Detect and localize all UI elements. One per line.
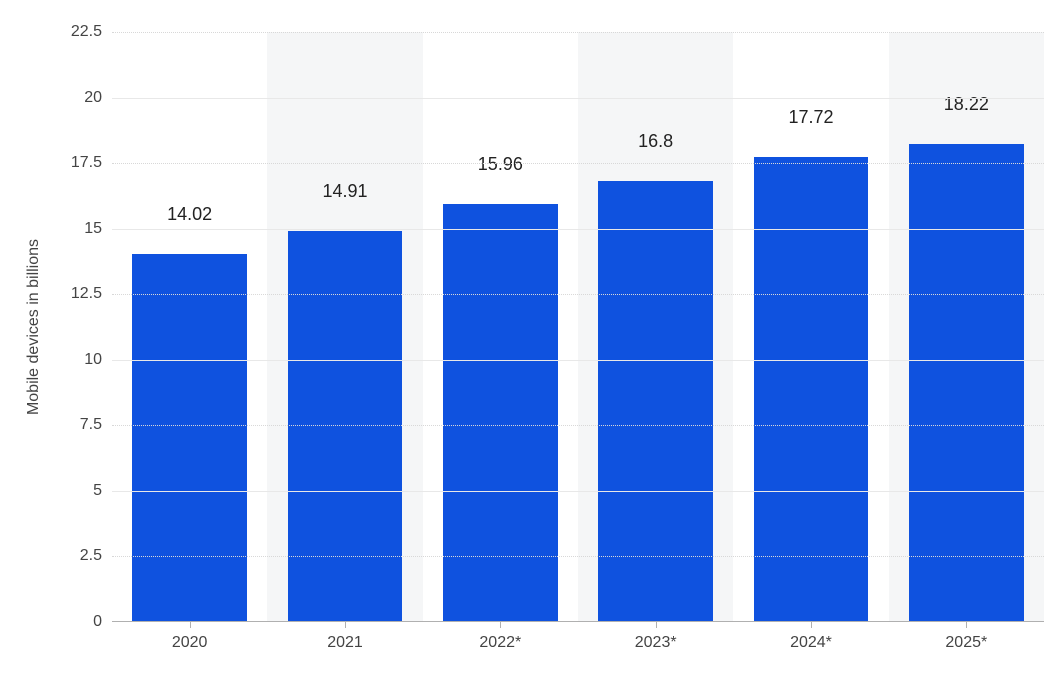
y-tick-label: 20 (84, 89, 102, 107)
grid-line (112, 229, 1044, 230)
bar-value-label: 14.02 (112, 204, 267, 229)
bar (132, 254, 247, 622)
x-tick-mark (345, 622, 346, 628)
bar-value-label: 16.8 (578, 131, 733, 156)
bar-value-label: 14.91 (267, 181, 422, 206)
y-tick-label: 10 (84, 351, 102, 369)
x-tick-mark (656, 622, 657, 628)
bar-slot: 17.722024* (733, 32, 888, 622)
bar (754, 157, 869, 622)
x-tick-mark (190, 622, 191, 628)
y-tick-label: 12.5 (71, 285, 102, 303)
bar (288, 231, 403, 622)
grid-line (112, 491, 1044, 492)
x-tick-mark (500, 622, 501, 628)
y-tick-label: 5 (93, 482, 102, 500)
grid-line (112, 32, 1044, 33)
bar-chart: Mobile devices in billions 14.02202014.9… (0, 0, 1062, 681)
bar-slot: 16.82023* (578, 32, 733, 622)
bar-slot: 14.022020 (112, 32, 267, 622)
bar-slot: 18.222025* (889, 32, 1044, 622)
bar (443, 204, 558, 623)
x-tick-label: 2022* (423, 634, 578, 652)
x-tick-label: 2025* (889, 634, 1044, 652)
y-tick-label: 17.5 (71, 154, 102, 172)
bar-slot: 14.912021 (267, 32, 422, 622)
bar-slot: 15.962022* (423, 32, 578, 622)
x-tick-label: 2021 (267, 634, 422, 652)
bar (909, 144, 1024, 622)
bar-value-label: 17.72 (733, 107, 888, 132)
grid-line (112, 556, 1044, 557)
grid-line (112, 425, 1044, 426)
y-tick-label: 15 (84, 220, 102, 238)
x-tick-label: 2024* (733, 634, 888, 652)
y-tick-label: 22.5 (71, 23, 102, 41)
grid-line (112, 294, 1044, 295)
grid-line (112, 98, 1044, 99)
x-axis-baseline (112, 621, 1044, 622)
y-tick-label: 2.5 (80, 547, 102, 565)
grid-line (112, 360, 1044, 361)
x-tick-label: 2023* (578, 634, 733, 652)
y-tick-label: 0 (93, 613, 102, 631)
grid-line (112, 163, 1044, 164)
bar-value-label: 15.96 (423, 154, 578, 179)
x-tick-label: 2020 (112, 634, 267, 652)
x-tick-mark (966, 622, 967, 628)
y-axis-label: Mobile devices in billions (25, 239, 43, 415)
plot-area: 14.02202014.91202115.962022*16.82023*17.… (112, 32, 1044, 622)
y-tick-label: 7.5 (80, 416, 102, 434)
x-tick-mark (811, 622, 812, 628)
